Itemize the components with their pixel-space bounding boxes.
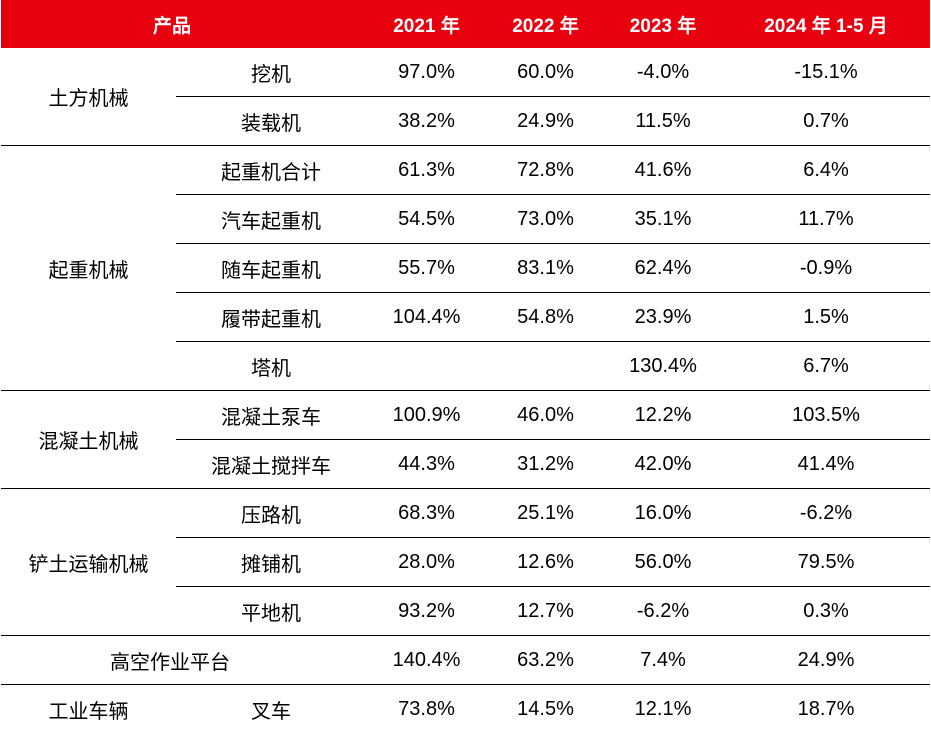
value-2023: 12.1% [604,685,722,733]
product-cell: 压路机 [176,489,366,538]
product-cell: 叉车 [176,685,366,733]
value-2022: 54.8% [487,293,604,342]
value-2023: 7.4% [604,636,722,685]
table-row: 土方机械 挖机 97.0% 60.0% -4.0% -15.1% [1,48,930,97]
value-2023: 42.0% [604,440,722,489]
value-2024: -15.1% [722,48,930,97]
value-2024: 1.5% [722,293,930,342]
value-2021: 73.8% [366,685,487,733]
header-2023: 2023 年 [604,0,722,48]
category-cell: 土方机械 [1,48,176,146]
value-2021: 68.3% [366,489,487,538]
product-cell: 汽车起重机 [176,195,366,244]
header-2024: 2024 年 1-5 月 [722,0,930,48]
value-2024: 79.5% [722,538,930,587]
value-2024: 18.7% [722,685,930,733]
value-2022: 60.0% [487,48,604,97]
value-2022: 72.8% [487,146,604,195]
value-2021: 61.3% [366,146,487,195]
value-2021 [366,342,487,391]
value-2023: 62.4% [604,244,722,293]
value-2024: 41.4% [722,440,930,489]
product-cell: 塔机 [176,342,366,391]
value-2023: 130.4% [604,342,722,391]
value-2021: 28.0% [366,538,487,587]
value-2021: 55.7% [366,244,487,293]
value-2021: 100.9% [366,391,487,440]
value-2023: 23.9% [604,293,722,342]
value-2022: 83.1% [487,244,604,293]
value-2024: 0.7% [722,97,930,146]
product-cell: 平地机 [176,587,366,636]
value-2022: 12.7% [487,587,604,636]
value-2023: 41.6% [604,146,722,195]
value-2023: -4.0% [604,48,722,97]
value-2024: 24.9% [722,636,930,685]
value-2022: 12.6% [487,538,604,587]
product-cell: 装载机 [176,97,366,146]
value-2023: 56.0% [604,538,722,587]
table-row: 工业车辆 叉车 73.8% 14.5% 12.1% 18.7% [1,685,930,733]
value-2021: 54.5% [366,195,487,244]
table-row: 混凝土机械 混凝土泵车 100.9% 46.0% 12.2% 103.5% [1,391,930,440]
value-2021: 104.4% [366,293,487,342]
value-2022: 46.0% [487,391,604,440]
category-cell: 工业车辆 [1,685,176,733]
header-2021: 2021 年 [366,0,487,48]
category-cell: 混凝土机械 [1,391,176,489]
value-2022: 24.9% [487,97,604,146]
value-2024: 0.3% [722,587,930,636]
value-2022: 14.5% [487,685,604,733]
product-cell: 起重机合计 [176,146,366,195]
value-2024: 11.7% [722,195,930,244]
value-2024: 103.5% [722,391,930,440]
value-2021: 140.4% [366,636,487,685]
value-2023: 12.2% [604,391,722,440]
category-cell: 起重机械 [1,146,176,391]
value-2021: 38.2% [366,97,487,146]
value-2023: -6.2% [604,587,722,636]
header-product: 产品 [1,0,366,48]
category-cell: 铲土运输机械 [1,489,176,636]
value-2022: 25.1% [487,489,604,538]
product-cell: 摊铺机 [176,538,366,587]
product-cell: 混凝土搅拌车 [176,440,366,489]
value-2022: 63.2% [487,636,604,685]
value-2022 [487,342,604,391]
value-2021: 97.0% [366,48,487,97]
value-2024: 6.4% [722,146,930,195]
header-2022: 2022 年 [487,0,604,48]
table-row: 起重机械 起重机合计 61.3% 72.8% 41.6% 6.4% [1,146,930,195]
value-2024: 6.7% [722,342,930,391]
product-cell: 随车起重机 [176,244,366,293]
value-2023: 11.5% [604,97,722,146]
product-cell: 混凝土泵车 [176,391,366,440]
product-cell: 履带起重机 [176,293,366,342]
value-2024: -0.9% [722,244,930,293]
value-2024: -6.2% [722,489,930,538]
table-row: 铲土运输机械 压路机 68.3% 25.1% 16.0% -6.2% [1,489,930,538]
table-row: 高空作业平台 140.4% 63.2% 7.4% 24.9% [1,636,930,685]
product-cell: 高空作业平台 [1,636,366,685]
value-2021: 93.2% [366,587,487,636]
value-2023: 35.1% [604,195,722,244]
value-2021: 44.3% [366,440,487,489]
product-cell: 挖机 [176,48,366,97]
value-2022: 73.0% [487,195,604,244]
value-2022: 31.2% [487,440,604,489]
value-2023: 16.0% [604,489,722,538]
header-row: 产品 2021 年 2022 年 2023 年 2024 年 1-5 月 [1,0,930,48]
